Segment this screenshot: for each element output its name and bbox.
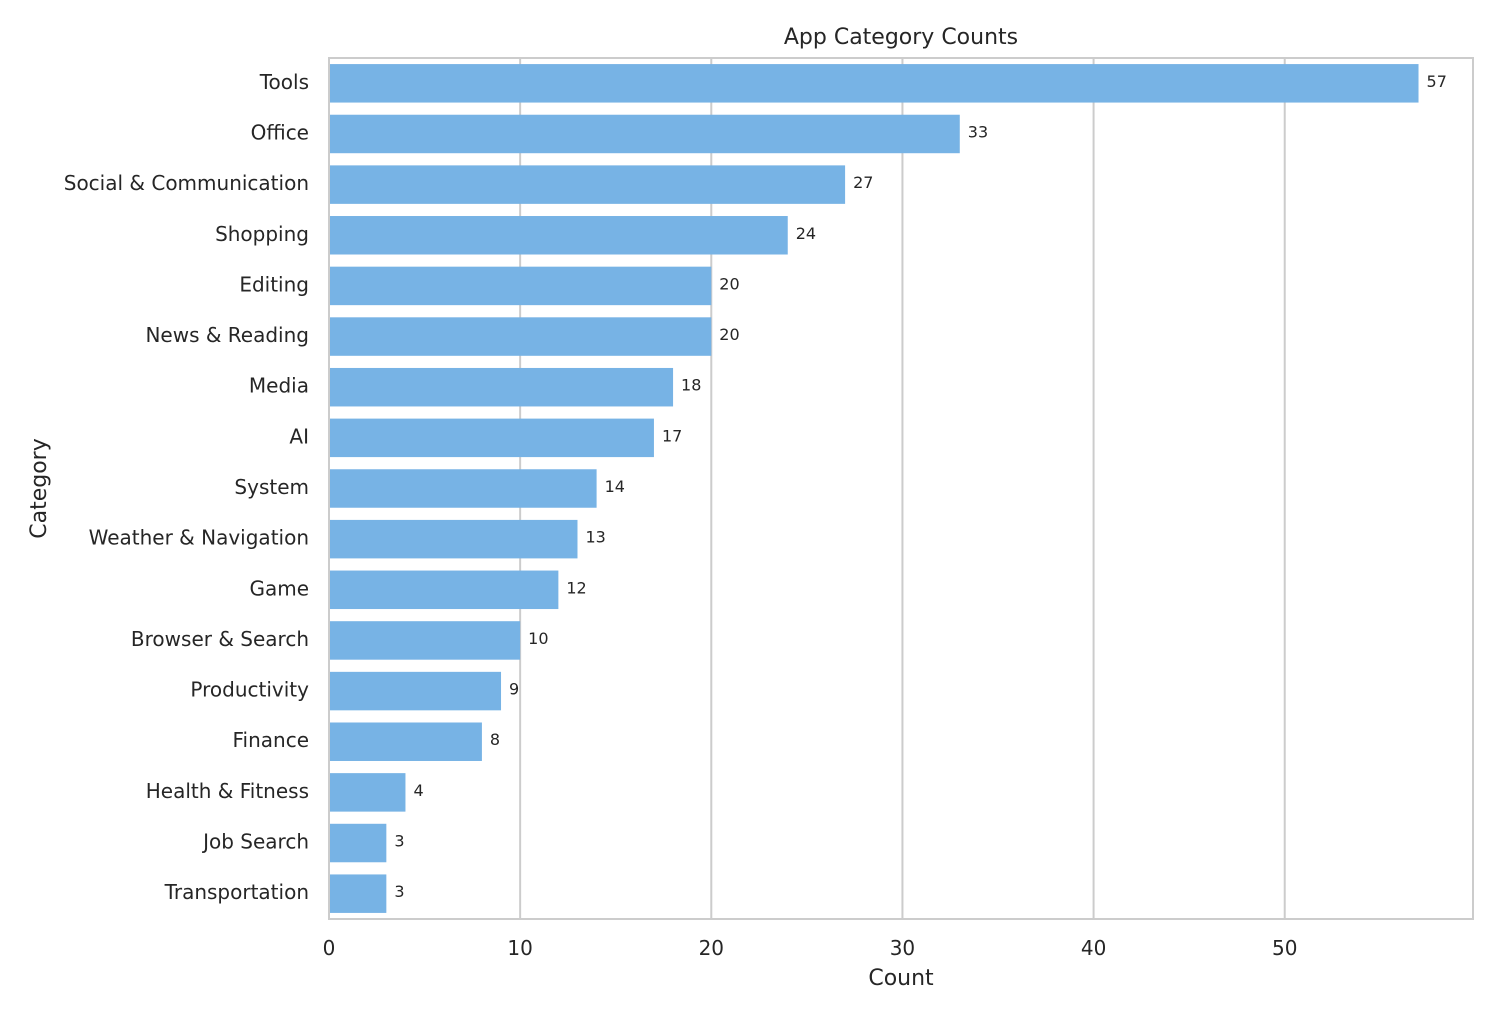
bar [329, 773, 406, 812]
bar [329, 570, 559, 610]
x-tick-labels: 0 10 20 30 40 50 [323, 936, 1298, 960]
data-label: 9 [509, 680, 519, 699]
category-label: News & Reading [145, 323, 309, 347]
category-label: Social & Communication [64, 171, 309, 195]
data-label: 3 [394, 882, 404, 901]
x-tick-label: 50 [1272, 936, 1297, 960]
data-label: 10 [528, 629, 548, 648]
category-label: Transportation [164, 880, 309, 904]
bar [329, 266, 712, 306]
data-label: 14 [605, 477, 625, 496]
bar [329, 671, 502, 711]
category-label: Job Search [201, 830, 309, 854]
data-label: 12 [566, 578, 586, 597]
category-label: Productivity [190, 678, 309, 702]
bar [329, 874, 387, 913]
bars [329, 64, 1419, 913]
x-tick-label: 0 [323, 936, 336, 960]
category-label: Browser & Search [131, 627, 309, 651]
bar [329, 823, 387, 863]
data-label: 3 [394, 832, 404, 851]
bar [329, 367, 674, 407]
category-label: AI [289, 424, 309, 448]
bar [329, 519, 578, 559]
bar [329, 418, 654, 458]
bar [329, 165, 846, 204]
data-label: 33 [968, 122, 988, 141]
data-label: 20 [719, 274, 739, 293]
category-label: Health & Fitness [146, 779, 309, 803]
x-tick-label: 30 [890, 936, 915, 960]
category-label: Office [251, 120, 309, 144]
x-tick-label: 20 [699, 936, 724, 960]
bar [329, 621, 521, 660]
data-label: 8 [490, 730, 500, 749]
category-labels: Tools Office Social & Communication Shoppin… [64, 70, 309, 904]
data-label: 20 [719, 325, 739, 344]
bar [329, 216, 788, 255]
y-axis-label: Category [27, 438, 52, 539]
x-axis-label: Count [868, 966, 934, 991]
data-label: 17 [662, 426, 682, 445]
x-tick-label: 10 [507, 936, 532, 960]
category-label: System [234, 475, 309, 499]
category-label: Shopping [215, 222, 309, 246]
data-label: 57 [1427, 72, 1447, 91]
category-label: Game [249, 576, 309, 600]
data-label: 13 [585, 528, 605, 547]
bar [329, 317, 712, 356]
data-label: 18 [681, 376, 701, 395]
data-label: 4 [413, 781, 423, 800]
category-label: Finance [232, 728, 309, 752]
category-label: Weather & Navigation [89, 526, 309, 550]
category-label: Editing [239, 272, 309, 296]
x-tick-label: 40 [1081, 936, 1106, 960]
bar [329, 722, 482, 761]
plot-frame [328, 57, 1474, 920]
category-label: Media [249, 374, 309, 398]
bar [329, 114, 960, 154]
data-label: 24 [796, 224, 816, 243]
chart-title: App Category Counts [784, 25, 1018, 50]
category-label: Tools [259, 70, 309, 94]
bar [329, 64, 1419, 103]
bar [329, 469, 597, 508]
data-label: 27 [853, 173, 873, 192]
